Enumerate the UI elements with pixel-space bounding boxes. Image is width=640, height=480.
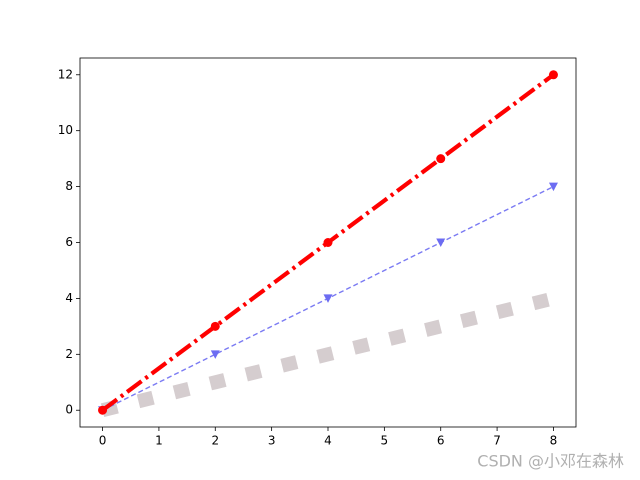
y-tick-label: 2 (65, 347, 73, 361)
y-tick-label: 4 (65, 291, 73, 305)
x-tick-label: 1 (155, 434, 163, 448)
y-tick-label: 0 (65, 403, 73, 417)
x-tick-label: 0 (99, 434, 107, 448)
x-tick-label: 8 (550, 434, 558, 448)
plot-frame (79, 57, 577, 428)
x-tick-label: 7 (493, 434, 501, 448)
y-tick-label: 10 (58, 123, 73, 137)
point-marker (436, 238, 446, 247)
point-marker (323, 238, 333, 247)
y-tick-label: 12 (58, 67, 73, 81)
point-marker (323, 294, 333, 303)
y-tick-label: 8 (65, 179, 73, 193)
series-line (100, 291, 556, 418)
point-marker (436, 154, 446, 164)
point-marker (98, 405, 108, 415)
x-tick-label: 2 (211, 434, 219, 448)
point-marker (210, 321, 220, 331)
point-marker (548, 70, 558, 80)
point-marker (210, 350, 220, 359)
point-marker (548, 182, 558, 192)
y-tick-label: 6 (65, 235, 73, 249)
x-tick-label: 4 (324, 434, 332, 448)
x-tick-label: 3 (268, 434, 276, 448)
x-tick-label: 5 (381, 434, 389, 448)
x-tick-label: 6 (437, 434, 445, 448)
watermark: CSDN @小邓在森林 (477, 452, 624, 471)
